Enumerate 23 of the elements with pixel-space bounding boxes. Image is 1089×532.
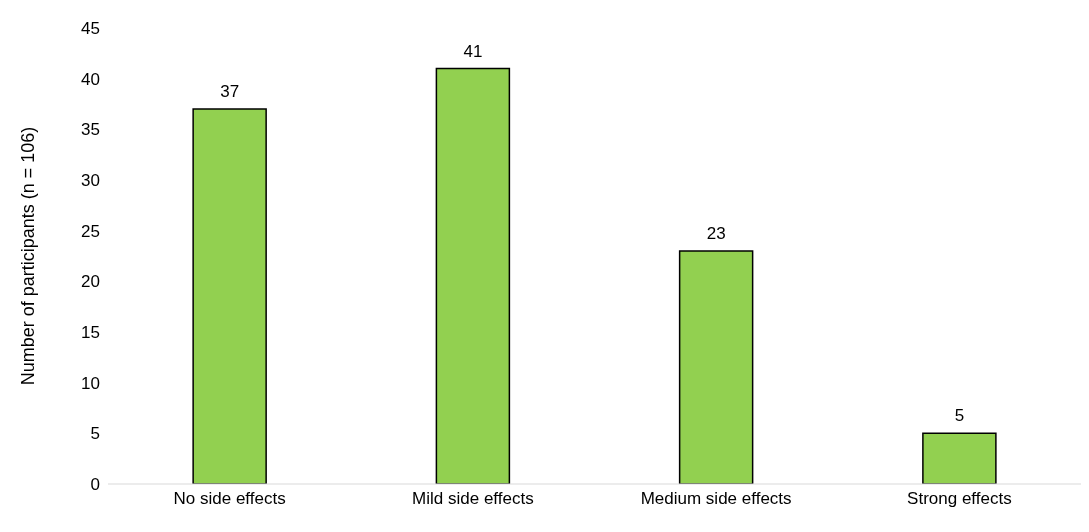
bar <box>678 250 754 484</box>
y-tick-label: 10 <box>81 373 100 393</box>
data-label: 37 <box>220 82 240 102</box>
x-tick-label: Mild side effects <box>412 489 534 509</box>
y-tick-label: 25 <box>81 221 100 241</box>
y-tick-label: 20 <box>81 272 100 292</box>
data-label: 41 <box>463 41 483 61</box>
y-tick-label: 40 <box>81 69 100 89</box>
bar <box>435 67 511 484</box>
x-tick-label: No side effects <box>173 489 286 509</box>
x-tick-label: Strong effects <box>907 489 1012 509</box>
x-tick-label: Medium side effects <box>640 489 792 509</box>
y-tick-label: 5 <box>90 424 100 444</box>
bar <box>922 432 997 484</box>
y-axis-title: Number of participants (n = 106) <box>18 126 39 386</box>
y-tick-label: 45 <box>81 19 100 39</box>
bar <box>192 108 267 484</box>
y-tick-label: 30 <box>81 171 100 191</box>
y-tick-label: 15 <box>81 323 100 343</box>
data-label: 23 <box>706 223 726 243</box>
data-label: 5 <box>954 406 965 426</box>
y-tick-label: 0 <box>90 475 100 495</box>
y-tick-label: 35 <box>81 120 100 140</box>
